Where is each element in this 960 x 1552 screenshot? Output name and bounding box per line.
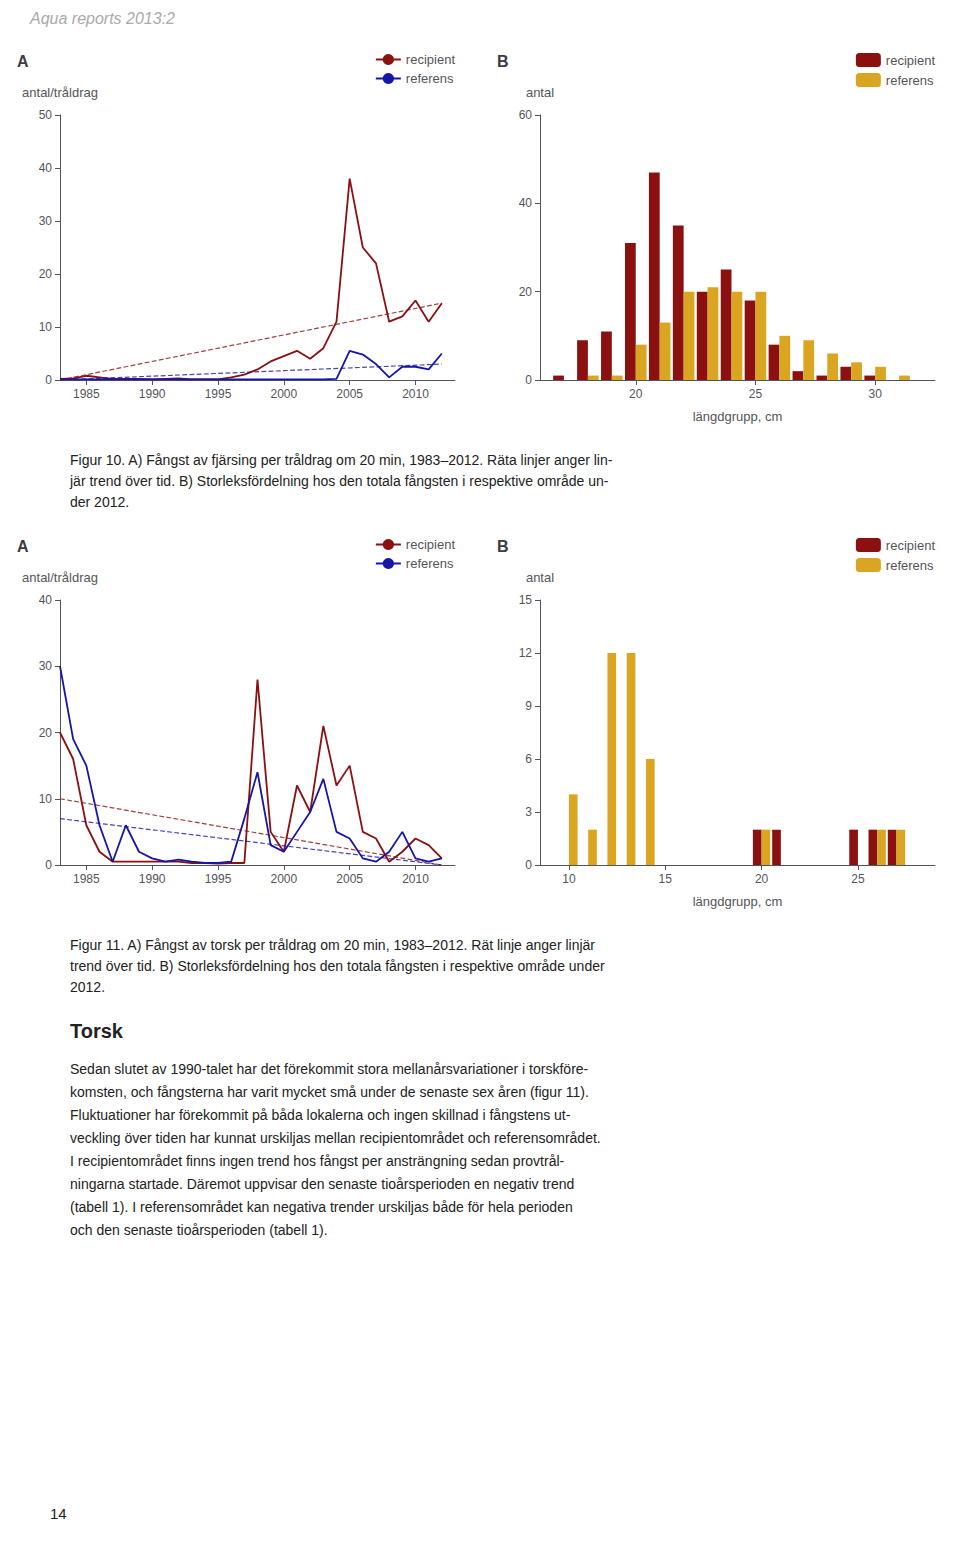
svg-text:0: 0 (45, 373, 52, 387)
svg-text:10: 10 (562, 872, 576, 886)
svg-text:A: A (17, 53, 29, 70)
svg-text:30: 30 (39, 214, 53, 228)
svg-text:0: 0 (525, 858, 532, 872)
svg-text:20: 20 (39, 267, 53, 281)
svg-text:1995: 1995 (205, 872, 232, 886)
svg-text:antal/tråldrag: antal/tråldrag (22, 85, 98, 100)
svg-text:1990: 1990 (139, 387, 166, 401)
svg-text:2000: 2000 (270, 872, 297, 886)
svg-text:referens: referens (886, 73, 934, 88)
svg-text:20: 20 (39, 726, 53, 740)
svg-text:20: 20 (755, 872, 769, 886)
svg-text:20: 20 (519, 285, 533, 299)
svg-text:antal: antal (526, 570, 554, 585)
svg-text:40: 40 (39, 593, 53, 607)
html-text:Figur 11. A) Fångst av torsk p: Figur 11. A) Fångst av torsk per tråldra… (70, 937, 605, 995)
svg-text:längdgrupp, cm: längdgrupp, cm (693, 894, 783, 909)
svg-text:recipient: recipient (886, 53, 936, 68)
svg-text:B: B (497, 538, 509, 555)
svg-text:10: 10 (39, 320, 53, 334)
svg-text:antal: antal (526, 85, 554, 100)
svg-text:1985: 1985 (73, 387, 100, 401)
svg-text:2000: 2000 (270, 387, 297, 401)
html-text:Sedan slutet av 1990-talet har: Sedan slutet av 1990-talet har det förek… (70, 1061, 601, 1238)
svg-text:25: 25 (851, 872, 865, 886)
svg-text:12: 12 (519, 646, 533, 660)
html-text:14: 14 (50, 1505, 67, 1522)
svg-text:recipient: recipient (406, 537, 456, 552)
svg-text:10: 10 (39, 792, 53, 806)
svg-text:20: 20 (629, 387, 643, 401)
svg-text:1990: 1990 (139, 872, 166, 886)
svg-text:40: 40 (519, 196, 533, 210)
svg-text:längdgrupp, cm: längdgrupp, cm (693, 409, 783, 424)
svg-text:recipient: recipient (886, 538, 936, 553)
svg-text:50: 50 (39, 108, 53, 122)
svg-text:0: 0 (45, 858, 52, 872)
svg-text:referens: referens (406, 556, 454, 571)
svg-text:recipient: recipient (406, 52, 456, 67)
svg-text:30: 30 (868, 387, 882, 401)
svg-text:30: 30 (39, 659, 53, 673)
svg-text:0: 0 (525, 373, 532, 387)
svg-text:referens: referens (886, 558, 934, 573)
svg-text:3: 3 (525, 805, 532, 819)
svg-text:25: 25 (749, 387, 763, 401)
svg-text:2005: 2005 (336, 387, 363, 401)
svg-text:6: 6 (525, 752, 532, 766)
svg-text:2005: 2005 (336, 872, 363, 886)
svg-text:15: 15 (659, 872, 673, 886)
svg-text:1995: 1995 (205, 387, 232, 401)
html-text:Torsk: Torsk (70, 1020, 123, 1042)
svg-text:2010: 2010 (402, 387, 429, 401)
svg-text:15: 15 (519, 593, 533, 607)
svg-text:referens: referens (406, 71, 454, 86)
html-text:Figur 10. A) Fångst av fjärsin: Figur 10. A) Fångst av fjärsing per trål… (70, 452, 613, 510)
svg-text:A: A (17, 538, 29, 555)
html-text:Aqua reports 2013:2: Aqua reports 2013:2 (30, 10, 175, 27)
svg-text:9: 9 (525, 699, 532, 713)
svg-text:B: B (497, 53, 509, 70)
svg-text:1985: 1985 (73, 872, 100, 886)
svg-text:2010: 2010 (402, 872, 429, 886)
svg-text:40: 40 (39, 161, 53, 175)
svg-text:60: 60 (519, 108, 533, 122)
svg-text:antal/tråldrag: antal/tråldrag (22, 570, 98, 585)
